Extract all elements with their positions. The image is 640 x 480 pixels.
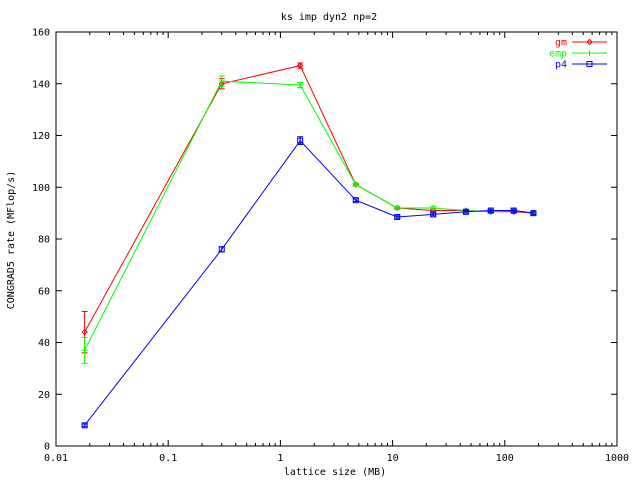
y-axis-label: CONGRAD5 rate (MFlop/s) — [6, 171, 17, 309]
x-tick-label: 1 — [277, 453, 283, 464]
series-line-p4 — [84, 139, 534, 426]
legend-marker — [586, 50, 593, 56]
data-point — [487, 207, 494, 214]
data-point — [394, 204, 401, 211]
x-tick-label: 1000 — [605, 453, 629, 464]
data-point — [297, 137, 304, 144]
data-point — [218, 78, 225, 85]
x-tick-label: 10 — [387, 453, 399, 464]
data-point — [530, 210, 537, 217]
data-point — [430, 204, 437, 211]
data-point — [296, 62, 304, 69]
y-tick-label: 160 — [32, 28, 50, 39]
x-tick-label: 0.1 — [159, 453, 177, 464]
y-tick-label: 100 — [32, 183, 50, 194]
legend-entry-emp: emp — [549, 49, 607, 60]
plot-area: 0 20 40 60 80 100 120 140 160 0.01 0.1 1 10 100 1000 gm… — [32, 28, 629, 465]
data-point — [430, 211, 437, 218]
data-point — [297, 82, 304, 89]
data-point — [81, 422, 88, 429]
data-point — [218, 246, 225, 253]
legend-entry-gm: gm — [555, 38, 607, 49]
legend-label: p4 — [555, 60, 567, 71]
legend-marker — [586, 38, 593, 46]
y-tick-label: 120 — [32, 131, 50, 142]
legend-entry-p4: p4 — [555, 60, 607, 71]
data-point — [462, 208, 469, 215]
data-point — [81, 347, 88, 354]
x-tick-label: 100 — [496, 453, 514, 464]
legend-marker — [586, 61, 593, 67]
y-tick-label: 140 — [32, 79, 50, 90]
y-tick-label: 80 — [38, 235, 50, 246]
x-axis-label: lattice size (MB) — [284, 467, 386, 478]
y-tick-label: 40 — [38, 338, 50, 349]
series-p4 — [81, 136, 537, 429]
series-line-emp — [84, 80, 534, 351]
data-point — [352, 197, 359, 204]
y-tick-label: 60 — [38, 286, 50, 297]
chart-title: ks imp dyn2 np=2 — [281, 12, 377, 23]
legend-label: gm — [555, 38, 567, 49]
legend-label: emp — [549, 49, 567, 60]
y-tick-label: 0 — [44, 442, 50, 453]
data-point — [394, 214, 401, 221]
data-point — [81, 328, 88, 336]
series-line-gm — [84, 65, 534, 333]
x-tick-label: 0.01 — [44, 453, 68, 464]
data-point — [510, 207, 517, 214]
y-tick-label: 20 — [38, 390, 50, 401]
data-point — [352, 181, 359, 188]
